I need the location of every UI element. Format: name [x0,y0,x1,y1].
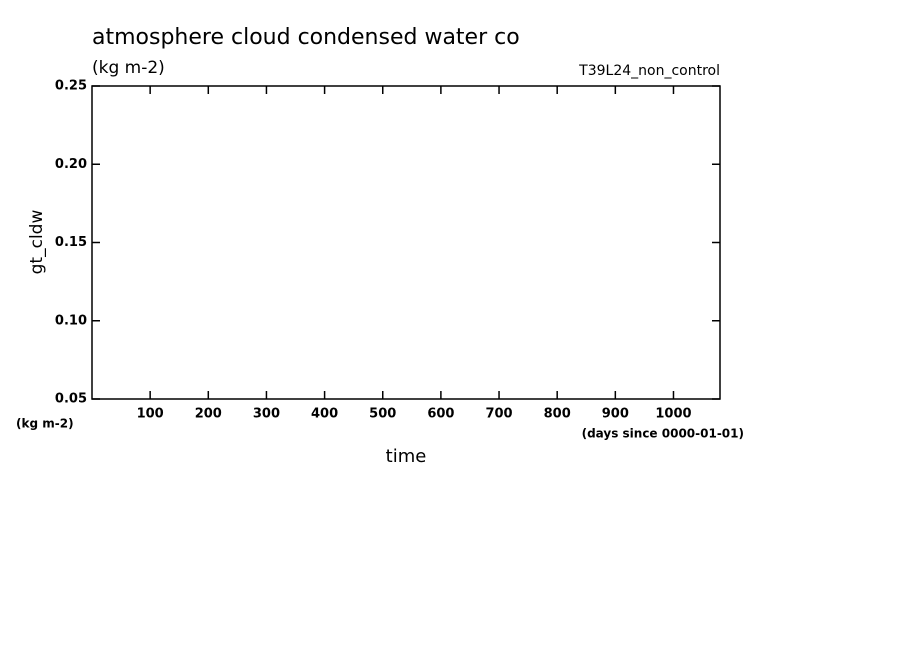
x-axis-label: time [386,446,427,467]
x-tick-label: 1000 [655,407,691,422]
x-tick-label: 600 [427,407,454,422]
x-tick-label: 900 [602,407,629,422]
y-tick-label: 0.05 [55,392,87,407]
x-tick-label: 400 [311,407,338,422]
x-axis-unit: (days since 0000-01-01) [582,427,744,441]
annotation: T39L24_non_control [578,63,720,79]
chart-title: atmosphere cloud condensed water co [92,25,520,50]
x-tick-label: 700 [485,407,512,422]
x-tick-label: 200 [195,407,222,422]
y-tick-label: 0.15 [55,235,87,250]
x-tick-label: 100 [137,407,164,422]
y-tick-label: 0.25 [55,79,87,94]
y-tick-label: 0.20 [55,157,87,172]
y-axis-unit: (kg m-2) [16,417,74,431]
x-tick-label: 800 [544,407,571,422]
y-axis-label: gt_cldw [27,210,47,275]
x-tick-label: 500 [369,407,396,422]
y-tick-label: 0.10 [55,313,87,328]
x-tick-label: 300 [253,407,280,422]
chart-subtitle: (kg m-2) [92,58,165,78]
